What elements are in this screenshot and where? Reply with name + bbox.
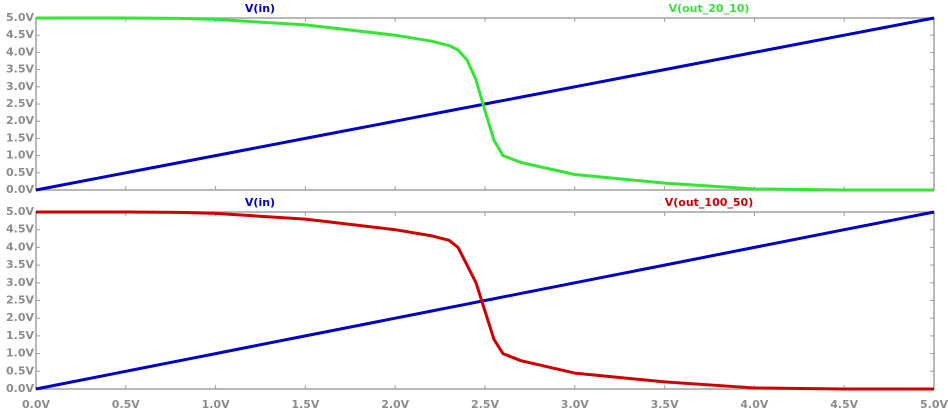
y-tick-label: 3.5V (6, 63, 34, 76)
y-tick-label: 4.0V (6, 240, 34, 253)
legend-entry: V(in) (245, 2, 275, 15)
x-tick-label: 1.5V (291, 398, 319, 411)
series-line (36, 210, 934, 391)
legend-entry: V(out_100_50) (665, 196, 753, 209)
y-tick-label: 1.0V (6, 149, 34, 162)
y-tick-label: 0.0V (6, 382, 34, 395)
y-tick-label: 1.5V (6, 131, 34, 144)
x-tick-label: 2.5V (471, 398, 499, 411)
y-tick-label: 2.0V (6, 114, 34, 127)
y-tick-label: 2.5V (6, 294, 34, 307)
y-tick-label: 1.0V (6, 347, 34, 360)
x-tick-label: 4.5V (830, 398, 858, 411)
legend-entry: V(in) (245, 196, 275, 209)
x-tick-label: 1.0V (202, 398, 230, 411)
legend-entry: V(out_20_10) (669, 2, 750, 15)
series-line (35, 210, 935, 391)
x-tick-label: 0.0V (22, 398, 50, 411)
y-tick-label: 0.5V (6, 364, 34, 377)
y-tick-label: 3.0V (6, 80, 34, 93)
y-tick-label: 0.5V (6, 166, 34, 179)
y-tick-label: 5.0V (6, 205, 34, 218)
y-tick-label: 3.5V (6, 258, 34, 271)
y-tick-label: 5.0V (6, 11, 34, 24)
y-tick-label: 4.5V (6, 223, 34, 236)
x-tick-label: 5.0V (920, 398, 948, 411)
y-tick-label: 0.0V (6, 183, 34, 196)
x-tick-label: 4.0V (740, 398, 768, 411)
y-tick-label: 4.5V (6, 28, 34, 41)
series-line (36, 16, 934, 192)
x-tick-label: 0.5V (112, 398, 140, 411)
y-tick-label: 3.0V (6, 276, 34, 289)
x-tick-label: 3.5V (651, 398, 679, 411)
x-tick-label: 3.0V (561, 398, 589, 411)
x-tick-label: 2.0V (381, 398, 409, 411)
series-line (35, 16, 935, 192)
y-tick-label: 2.5V (6, 97, 34, 110)
y-tick-label: 2.0V (6, 311, 34, 324)
y-tick-label: 1.5V (6, 329, 34, 342)
y-tick-label: 4.0V (6, 45, 34, 58)
